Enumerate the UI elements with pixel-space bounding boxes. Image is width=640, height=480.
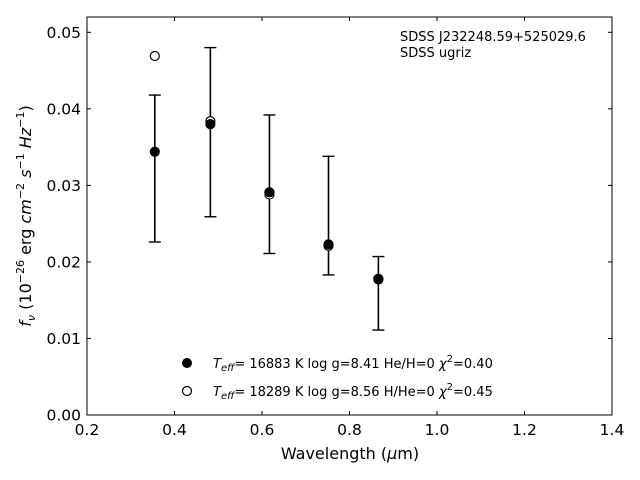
svg-text:fν (10−26 erg cm−2 s−1 Hz−1): fν (10−26 erg cm−2 s−1 Hz−1) [14, 105, 38, 326]
errorbars-group [148, 46, 385, 331]
legend: Teff= 16883 K log g=8.41 He/H=0 χ2=0.40 … [181, 354, 493, 402]
x-tick-label: 1.4 [600, 421, 625, 439]
x-tick-label: 0.4 [162, 421, 187, 439]
point-filled [149, 146, 160, 157]
annotation-line-2: SDSS ugriz [400, 46, 471, 61]
legend-marker-open [181, 385, 193, 397]
point-filled [205, 119, 216, 130]
ticks-group: 0.2 0.4 0.6 0.8 1.0 1.2 1.4 0.00 0.01 0.02 0.03 0.0… [46, 17, 624, 439]
x-tick-label: 1.2 [512, 421, 537, 439]
y-tick-label: 0.05 [46, 24, 81, 42]
point-open [149, 50, 160, 62]
x-axis-label: Wavelength (μm) [281, 444, 419, 463]
y-axis-label: fν (10−26 erg cm−2 s−1 Hz−1) [14, 105, 38, 326]
x-tick-label: 1.0 [425, 421, 450, 439]
legend-entry-1: Teff= 16883 K log g=8.41 He/H=0 χ2=0.40 [213, 354, 493, 374]
y-tick-label: 0.03 [46, 177, 81, 195]
annotation-line-1: SDSS J232248.59+525029.6 [400, 30, 586, 45]
y-tick-label: 0.01 [46, 330, 81, 348]
x-tick-label: 0.6 [250, 421, 275, 439]
points-group [149, 50, 384, 285]
y-tick-label: 0.00 [46, 407, 81, 425]
legend-marker-filled [182, 358, 192, 368]
x-tick-label: 0.8 [337, 421, 362, 439]
plot-frame [86, 16, 613, 416]
point-filled [264, 187, 275, 198]
point-filled [323, 239, 334, 250]
legend-entry-2: Teff= 18289 K log g=8.56 H/He=0 χ2=0.45 [213, 382, 493, 402]
point-filled [373, 273, 384, 284]
x-tick-label: 0.2 [75, 421, 100, 439]
y-tick-label: 0.02 [46, 253, 81, 271]
y-tick-label: 0.04 [46, 100, 81, 118]
